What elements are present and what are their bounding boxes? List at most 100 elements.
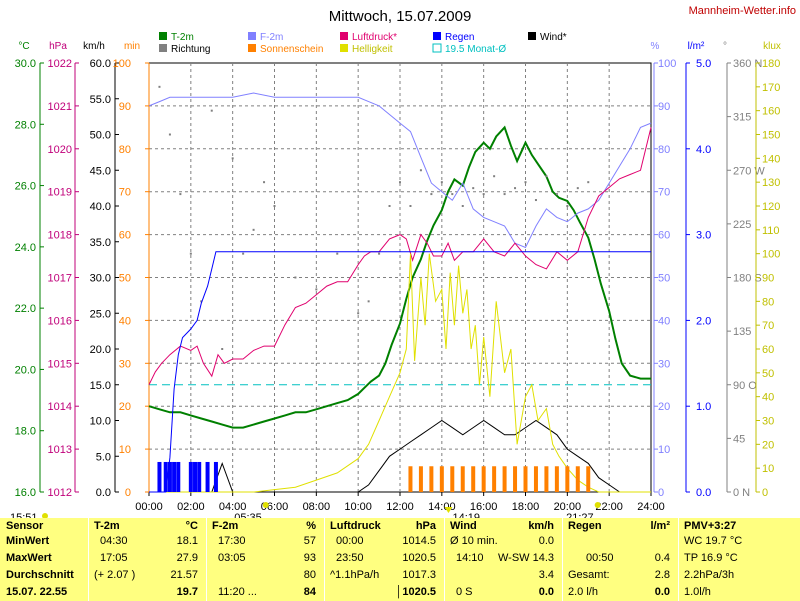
y-tick-label-wind: 30.0 — [90, 273, 111, 285]
site-brand[interactable]: Mannheim-Wetter.info — [689, 5, 796, 17]
stats-f2m-min-value: 57 — [303, 535, 316, 547]
stats-row-current: 15.07. 22.55 — [6, 586, 68, 598]
stats-t2m-unit: °C — [185, 520, 198, 532]
y-tick-label-direction: 315 — [733, 112, 751, 124]
y-tick-label-wind: 10.0 — [90, 416, 111, 428]
y-tick-label-direction: 360 N — [733, 58, 762, 70]
plot-frame — [148, 62, 652, 493]
series-bar-sonnenschein — [418, 466, 423, 492]
axis-unit-sunshine: min — [124, 41, 140, 52]
y-tick-label-rain: 1.0 — [696, 401, 711, 413]
stats-t2m-column: T-2m °C 04:30 18.1 17:05 27.9 (+ 2.07 ) 21.5… — [90, 518, 204, 601]
stats-wind-column: Wind km/h Ø 10 min. 0.0 14:10 W-SW 14.3 3.4… — [446, 518, 560, 601]
y-tick-label-wind: 60.0 — [90, 58, 111, 70]
stats-sensor-header: Sensor — [6, 520, 44, 532]
series-point-richtung — [524, 181, 527, 184]
y-tick-label-sunshine: 60 — [119, 230, 131, 242]
stats-f2m-current-time: 11:20 ... — [218, 586, 257, 598]
y-tick-label-humidity: 90 — [658, 101, 670, 113]
series-point-richtung — [189, 252, 192, 255]
stats-f2m-unit: % — [306, 520, 316, 532]
y-tick-label-temp: 24.0 — [15, 242, 36, 254]
y-tick-label-temp: 28.0 — [15, 119, 36, 131]
series-bar-sonnenschein — [429, 466, 434, 492]
series-point-richtung — [336, 252, 339, 255]
stats-rain-header: Regen — [568, 520, 602, 532]
y-tick-label-rain: 4.0 — [696, 144, 711, 156]
series-point-richtung — [566, 205, 569, 207]
y-tick-label-brightness: 130 — [762, 177, 780, 189]
stats-rain-rate-label: 2.0 l/h — [568, 586, 598, 598]
series-point-richtung — [399, 181, 401, 184]
y-tick-label-direction: 270 W — [733, 165, 765, 177]
y-tick-label-direction: 225 — [733, 219, 751, 231]
legend-label: Regen — [445, 32, 474, 43]
series-point-richtung — [534, 199, 537, 202]
x-tick-label: 20:00 — [554, 501, 582, 513]
y-tick-label-temp: 16.0 — [15, 487, 36, 499]
solar-noon-label: 14:19 — [452, 512, 480, 518]
x-tick-label: 18:00 — [512, 501, 540, 513]
series-point-richtung — [587, 181, 590, 184]
y-tick-label-wind: 55.0 — [90, 94, 111, 106]
series-bar-sonnenschein — [408, 466, 413, 492]
x-tick-label: 22:00 — [595, 501, 623, 513]
series-bar-sonnenschein — [439, 466, 444, 492]
y-tick-label-pressure: 1015 — [48, 358, 72, 370]
stats-rain-column: Regen l/m² 00:50 0.4 Gesamt: 2.8 2.0 l/h 0.0 — [564, 518, 676, 601]
stats-pmv-pressure-trend: 2.2hPa/3h — [684, 569, 735, 581]
time-markers: 15:51 05:35 14:19 21:27 — [10, 502, 601, 518]
stats-pressure-min-value: 1014.5 — [402, 535, 436, 547]
x-tick-label: 24:00 — [637, 501, 665, 513]
axis-unit-wind: km/h — [83, 41, 105, 52]
stats-f2m-max-time: 03:05 — [218, 552, 246, 564]
y-tick-label-rain: 3.0 — [696, 230, 711, 242]
series-point-richtung — [315, 288, 318, 291]
series-line-regen — [149, 251, 651, 493]
stats-wind-max-time: 14:10 — [456, 552, 484, 564]
series-bar-sonnenschein — [544, 466, 549, 492]
plot-area — [148, 62, 652, 493]
y-tick-label-humidity: 50 — [658, 273, 670, 285]
legend-label: T-2m — [171, 32, 194, 43]
series-point-richtung — [263, 181, 266, 184]
y-tick-label-wind: 35.0 — [90, 237, 111, 249]
y-tick-label-pressure: 1016 — [48, 315, 72, 327]
stats-wind-current-dir: 0 S — [456, 586, 473, 598]
series-bar-sonnenschein — [450, 466, 455, 492]
series-point-richtung — [472, 187, 475, 190]
stats-f2m-min-time: 17:30 — [218, 535, 246, 547]
series-point-richtung — [252, 228, 255, 231]
series-bar-regen-intensit-t — [172, 461, 177, 492]
y-tick-label-pressure: 1013 — [48, 444, 72, 456]
x-tick-label: 10:00 — [344, 501, 372, 513]
y-tick-label-brightness: 60 — [762, 344, 774, 356]
y-tick-label-wind: 40.0 — [90, 201, 111, 213]
stats-pressure-avg-value: 1017.3 — [402, 569, 436, 581]
y-tick-label-sunshine: 0 — [125, 487, 131, 499]
y-tick-label-sunshine: 80 — [119, 144, 131, 156]
y-tick-label-brightness: 120 — [762, 201, 780, 213]
x-tick-label: 04:00 — [219, 501, 247, 513]
series-bar-regen-intensit-t — [193, 461, 198, 492]
stats-t2m-current-value: 19.7 — [176, 586, 198, 598]
y-tick-label-rain: 2.0 — [696, 315, 711, 327]
stats-pmv-rain-rate: 1.0l/h — [684, 586, 711, 598]
legend-label: 19.5 Monat-Ø — [445, 44, 506, 55]
y-tick-label-pressure: 1014 — [48, 401, 72, 413]
solar-noon-marker — [444, 507, 453, 513]
series-point-richtung — [576, 187, 579, 190]
y-tick-label-humidity: 60 — [658, 230, 670, 242]
y-tick-label-brightness: 50 — [762, 368, 774, 380]
y-tick-label-sunshine: 10 — [119, 444, 131, 456]
y-tick-label-temp: 30.0 — [15, 58, 36, 70]
y-tick-label-humidity: 80 — [658, 144, 670, 156]
series-bar-regen-intensit-t — [176, 461, 181, 492]
y-tick-label-direction: 0 N — [733, 487, 750, 499]
series-point-richtung — [273, 205, 276, 207]
axis-unit-temp: °C — [18, 41, 29, 52]
stats-pressure-max-value: 1020.5 — [402, 552, 436, 564]
series-bar-regen-intensit-t — [163, 461, 168, 492]
x-tick-label: 02:00 — [177, 501, 205, 513]
y-tick-label-wind: 20.0 — [90, 344, 111, 356]
